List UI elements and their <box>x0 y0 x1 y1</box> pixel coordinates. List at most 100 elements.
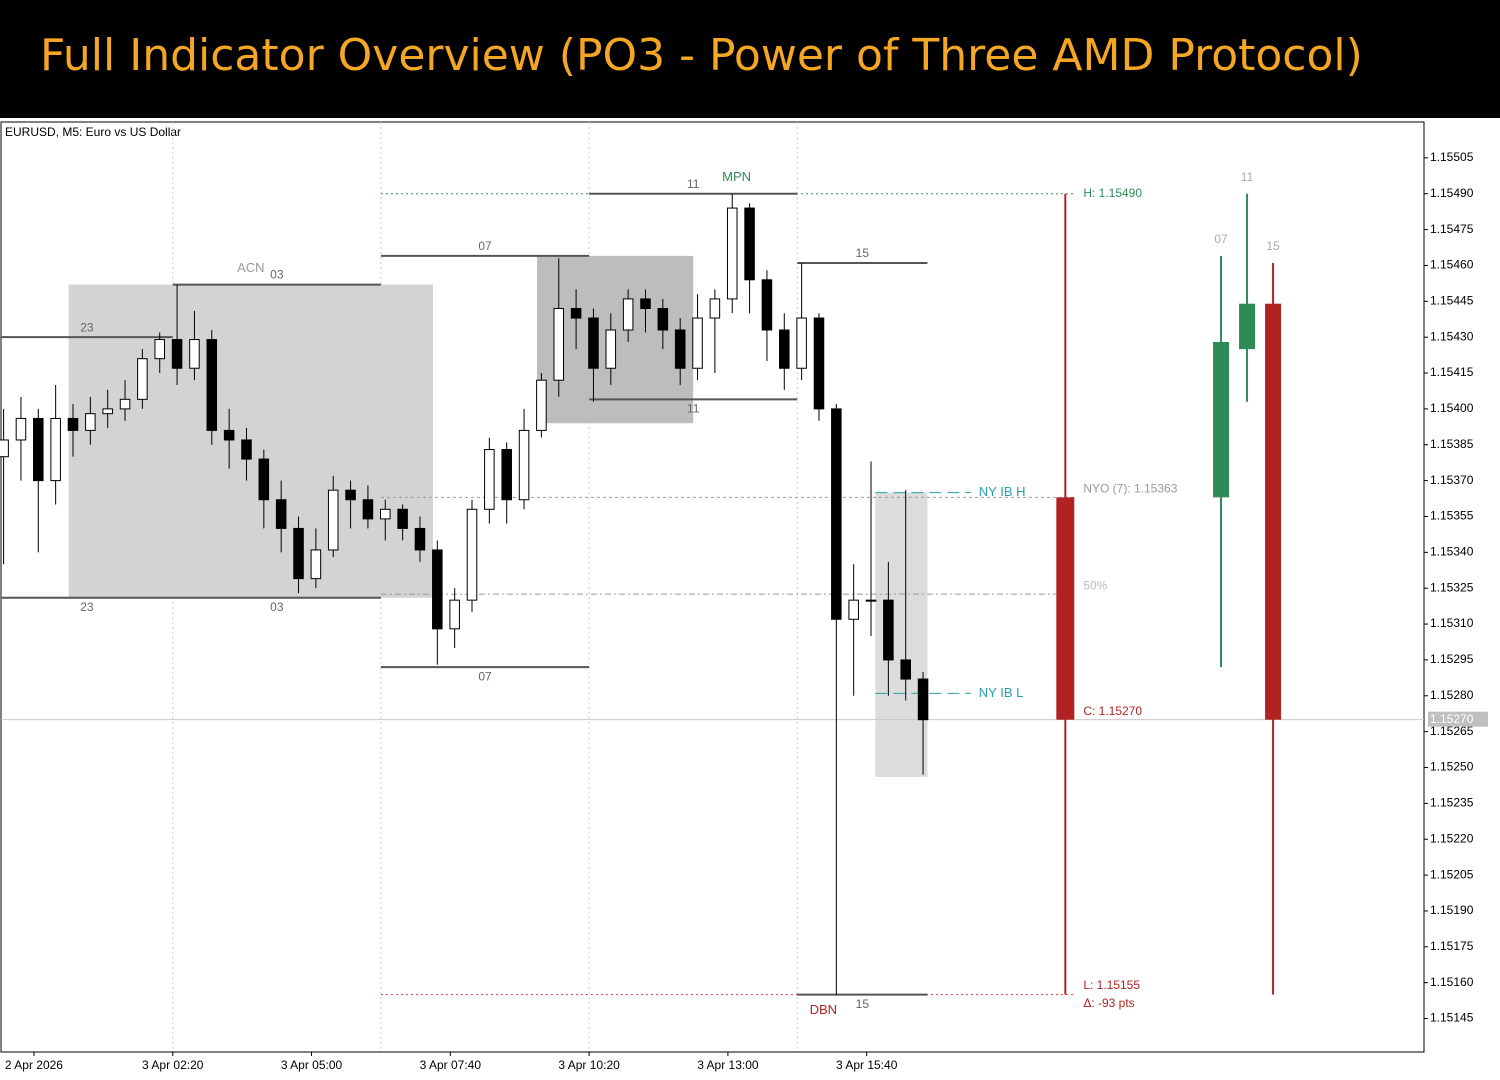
candle-body <box>171 339 183 369</box>
candle-body <box>674 329 686 369</box>
page-title: Full Indicator Overview (PO3 - Power of … <box>40 30 1363 81</box>
current-price-label: 1.15270 <box>1430 712 1474 726</box>
candle-body <box>779 329 790 369</box>
y-tick-label: 1.15370 <box>1430 473 1474 487</box>
session-level-label: 07 <box>478 669 492 683</box>
candle-body <box>761 279 773 331</box>
candle-body <box>657 307 669 331</box>
session-level-label: 07 <box>478 239 492 253</box>
candle-body <box>379 508 391 520</box>
session-level-label: 03 <box>270 268 284 282</box>
candle-body <box>327 489 339 551</box>
po3-label: L: 1.15155 <box>1083 978 1140 992</box>
session-level-label: 11 <box>687 177 700 191</box>
candle-body <box>744 207 755 281</box>
x-tick-label: 3 Apr 15:40 <box>836 1058 898 1072</box>
po3-label: NYO (7): 1.15363 <box>1083 482 1177 496</box>
session-name: MPN <box>722 169 751 184</box>
candle-body <box>1239 303 1256 350</box>
y-tick-label: 1.15295 <box>1430 652 1474 666</box>
candle-body <box>484 449 495 510</box>
y-tick-label: 1.15385 <box>1430 437 1474 451</box>
candle-body <box>518 429 530 501</box>
htf-candle-label: 15 <box>1266 239 1280 253</box>
candle-body <box>1056 497 1075 720</box>
session-level-label: 11 <box>687 401 700 415</box>
candle-body <box>310 549 322 580</box>
candle-body <box>414 527 426 551</box>
y-tick-label: 1.15205 <box>1430 867 1474 881</box>
candle-body <box>67 417 79 431</box>
session-level-label: 23 <box>80 320 94 334</box>
session-level-label: 15 <box>856 246 870 260</box>
y-tick-label: 1.15460 <box>1430 258 1474 272</box>
title-bar: Full Indicator Overview (PO3 - Power of … <box>0 0 1500 118</box>
candle-body <box>865 599 877 602</box>
candle-body <box>362 499 374 520</box>
x-tick-label: 3 Apr 07:40 <box>420 1058 482 1072</box>
htf-candle-label: 07 <box>1214 232 1228 246</box>
candle-body <box>640 298 651 309</box>
candle-body <box>50 417 61 482</box>
candle-body <box>709 298 721 319</box>
candle-body <box>258 458 270 501</box>
candle-body <box>536 379 547 431</box>
candle-body <box>345 489 356 501</box>
candle-body <box>449 599 460 630</box>
x-tick-label: 3 Apr 10:20 <box>558 1058 620 1072</box>
po3-label: Δ: -93 pts <box>1083 996 1134 1010</box>
candle-body <box>275 499 287 529</box>
candle-body <box>848 599 859 620</box>
candle-body <box>154 339 166 360</box>
y-tick-label: 1.15505 <box>1430 150 1474 164</box>
y-tick-label: 1.15355 <box>1430 509 1474 523</box>
y-tick-label: 1.15310 <box>1430 616 1474 630</box>
current-price-box <box>1428 711 1488 727</box>
y-tick-label: 1.15430 <box>1430 329 1474 343</box>
session-name: ACN <box>237 260 264 275</box>
y-tick-label: 1.15160 <box>1430 975 1474 989</box>
y-tick-label: 1.15400 <box>1430 401 1474 415</box>
candle-body <box>466 508 478 601</box>
y-tick-label: 1.15280 <box>1430 688 1474 702</box>
y-tick-label: 1.15235 <box>1430 796 1474 810</box>
candle-body <box>883 599 894 661</box>
ny-ib-label: NY IB L <box>979 685 1024 700</box>
candle-body <box>15 417 27 441</box>
session-level-label: 03 <box>270 600 284 614</box>
symbol-title: EURUSD, M5: Euro vs US Dollar <box>5 125 181 139</box>
candle-body <box>85 413 96 431</box>
candle-body <box>102 408 113 415</box>
candle-body <box>223 429 235 441</box>
x-tick-label: 2 Apr 2026 <box>5 1058 63 1072</box>
candle-body <box>432 549 443 630</box>
candle-body <box>0 439 9 458</box>
candle-body <box>119 398 131 410</box>
candle-body <box>553 307 565 381</box>
candle-body <box>189 339 200 369</box>
candle-body <box>900 659 911 680</box>
candle-body <box>588 317 599 369</box>
y-tick-label: 1.15445 <box>1430 293 1474 307</box>
x-tick-label: 3 Apr 05:00 <box>281 1058 343 1072</box>
candle-body <box>831 408 842 620</box>
y-tick-label: 1.15250 <box>1430 760 1474 774</box>
candle-body <box>813 317 825 410</box>
y-tick-label: 1.15145 <box>1430 1011 1474 1025</box>
candle-body <box>692 317 703 369</box>
candle-body <box>501 449 512 501</box>
candle-body <box>293 527 304 580</box>
candle-body <box>622 298 634 331</box>
y-tick-label: 1.15490 <box>1430 186 1474 200</box>
candle-body <box>1213 341 1230 498</box>
po3-label: H: 1.15490 <box>1083 186 1142 200</box>
session-name: DBN <box>810 1002 837 1017</box>
htf-candle-label: 11 <box>1241 170 1254 184</box>
x-tick-label: 3 Apr 02:20 <box>142 1058 204 1072</box>
candle-body <box>241 439 252 460</box>
y-tick-label: 1.15175 <box>1430 939 1474 953</box>
candle-body <box>726 207 738 300</box>
y-tick-label: 1.15265 <box>1430 724 1474 738</box>
